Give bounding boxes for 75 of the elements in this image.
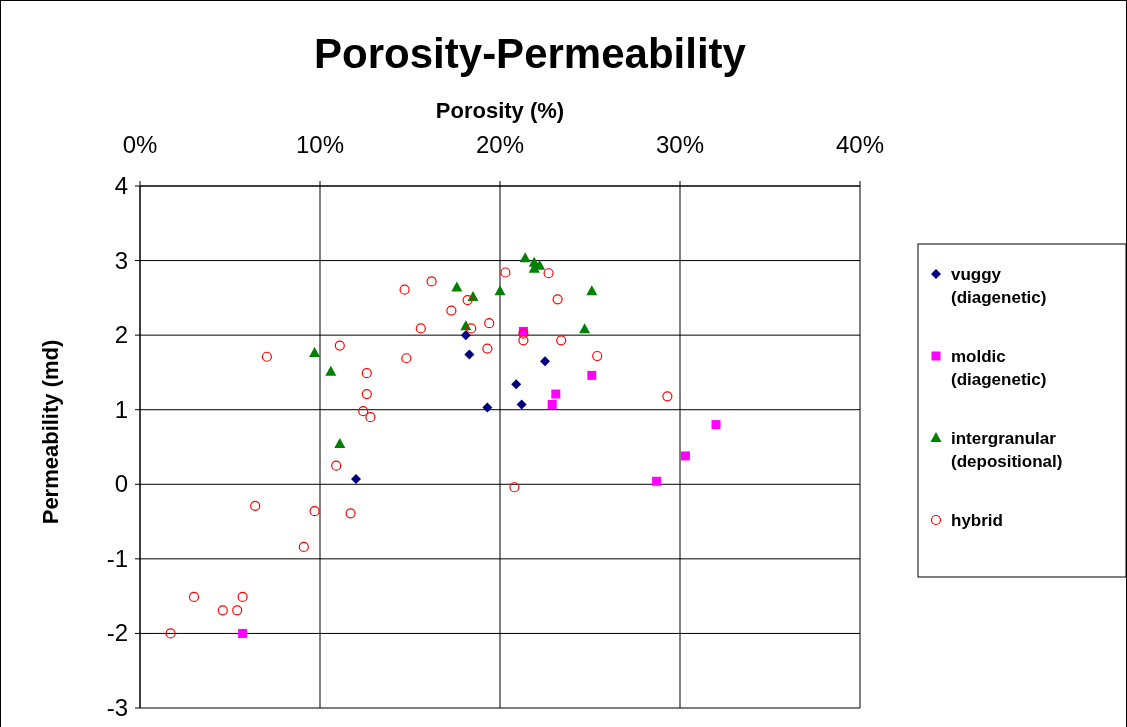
y-tick-label: 4 — [114, 172, 128, 199]
x-tick-label: 0% — [122, 131, 158, 158]
y-tick-label: -3 — [106, 694, 128, 721]
legend-label: hybrid — [951, 511, 1003, 530]
point — [509, 482, 520, 493]
point — [586, 285, 598, 296]
point — [482, 402, 493, 413]
y-tick-label: -1 — [106, 544, 128, 572]
x-tick-label: 40% — [835, 131, 885, 158]
point — [415, 323, 426, 334]
point — [518, 335, 529, 346]
point — [309, 506, 320, 517]
point — [365, 412, 376, 423]
point — [540, 356, 550, 367]
point — [587, 370, 597, 380]
x-tick-label: 30% — [655, 131, 705, 158]
point — [652, 476, 662, 486]
point — [334, 438, 346, 449]
point — [547, 399, 557, 409]
point — [401, 353, 412, 364]
point — [309, 347, 321, 358]
point — [662, 391, 673, 402]
point — [331, 460, 342, 471]
point — [345, 508, 356, 519]
x-tick-label: 20% — [475, 131, 525, 158]
y-axis-title: Permeability (md) — [38, 339, 63, 525]
point — [351, 474, 361, 485]
point — [446, 305, 457, 316]
point — [519, 252, 531, 263]
point — [543, 268, 554, 279]
point — [261, 351, 272, 362]
point — [484, 318, 495, 329]
point — [556, 335, 567, 346]
legend-label: moldic (diagenetic) — [951, 347, 1047, 389]
x-axis-title: Porosity (%) — [435, 98, 565, 123]
point — [361, 368, 372, 379]
x-tick-label: 10% — [295, 131, 345, 158]
point — [500, 267, 511, 278]
point — [325, 365, 337, 376]
point — [462, 294, 473, 306]
point — [516, 399, 527, 410]
y-tick-label: 3 — [114, 246, 128, 274]
y-tick-label: 1 — [114, 395, 128, 423]
point — [237, 591, 248, 602]
y-tick-label: -2 — [106, 619, 128, 647]
point — [426, 276, 437, 287]
point — [217, 605, 228, 616]
point — [250, 500, 261, 512]
point — [238, 628, 248, 638]
y-tick-label: 2 — [114, 321, 128, 349]
legend-label: vuggy (diagenetic) — [951, 265, 1047, 307]
point — [298, 541, 309, 553]
point — [399, 284, 410, 295]
legend-label: intergranular (depositional) — [951, 429, 1063, 471]
point — [188, 591, 200, 602]
point — [592, 350, 603, 362]
point — [358, 406, 369, 417]
point — [552, 294, 563, 305]
point — [460, 330, 471, 341]
point — [165, 628, 176, 639]
y-tick-label: 0 — [114, 470, 128, 498]
point — [551, 389, 561, 399]
point — [451, 281, 463, 292]
point — [511, 379, 522, 390]
point — [680, 451, 690, 461]
point — [494, 285, 506, 296]
point — [466, 323, 477, 334]
point — [334, 340, 345, 351]
point — [232, 605, 243, 616]
point — [579, 323, 591, 334]
chart-title: Porosity-Permeability — [314, 30, 747, 77]
point — [361, 388, 372, 400]
point — [464, 349, 475, 360]
point — [482, 343, 493, 354]
point — [711, 420, 721, 430]
